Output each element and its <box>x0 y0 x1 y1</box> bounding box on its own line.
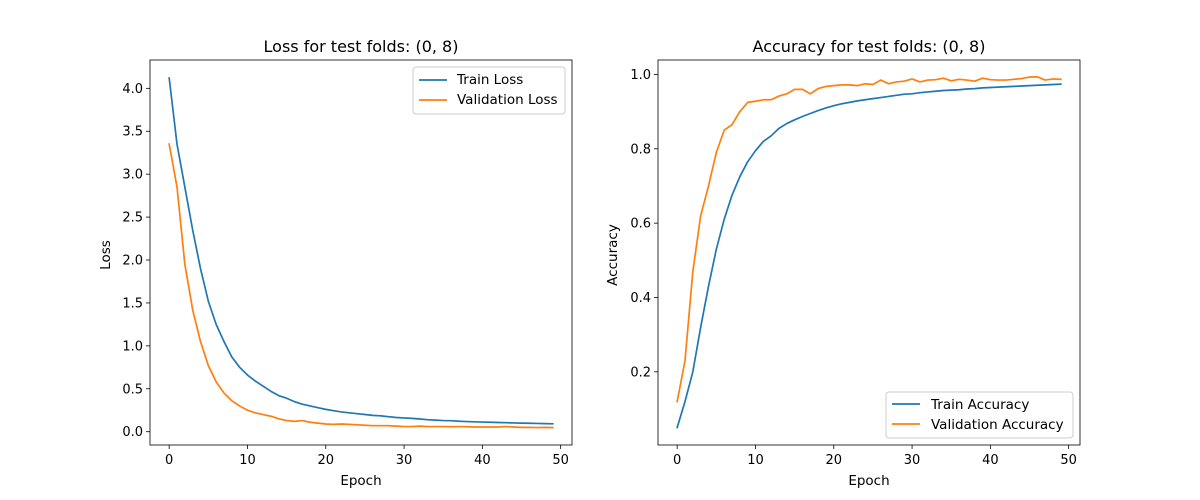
accuracy-x-tick-label: 0 <box>673 453 681 468</box>
accuracy-y-tick-label: 0.2 <box>630 365 651 380</box>
loss-y-tick-label: 0.5 <box>122 382 143 397</box>
loss-x-axis-label: Epoch <box>340 473 381 489</box>
loss-x-tick-label: 50 <box>552 453 569 468</box>
loss-x-tick-label: 10 <box>239 453 256 468</box>
accuracy-y-tick-label: 0.4 <box>630 291 651 306</box>
accuracy-legend: Train Accuracy Validation Accuracy <box>885 391 1074 439</box>
series-line-train-accuracy <box>676 83 1062 429</box>
loss-y-tick-label: 1.5 <box>122 296 143 311</box>
accuracy-legend-box <box>885 391 1074 439</box>
loss-x-tick-label: 20 <box>317 453 334 468</box>
accuracy-y-tick-label: 0.8 <box>630 142 651 157</box>
loss-legend: Train Loss Validation Loss <box>412 66 566 115</box>
loss-y-axis-label: Loss <box>98 240 114 270</box>
legend-label-train-loss: Train Loss <box>456 72 523 88</box>
loss-x-tick-label: 40 <box>474 453 491 468</box>
legend-label-validation-accuracy: Validation Accuracy <box>931 417 1064 433</box>
accuracy-x-tick-label: 30 <box>904 453 921 468</box>
accuracy-x-axis-label: Epoch <box>848 473 889 489</box>
loss-chart-title: Loss for test folds: (0, 8) <box>264 37 459 56</box>
loss-legend-box <box>412 66 566 115</box>
series-line-validation-accuracy <box>676 75 1062 403</box>
loss-x-tick-label: 0 <box>165 453 173 468</box>
accuracy-x-tick-label: 10 <box>747 453 764 468</box>
accuracy-chart: Accuracy for test folds: (0, 8) Epoch Ac… <box>605 37 1081 489</box>
loss-axes-frame <box>149 59 573 446</box>
loss-plot-area <box>168 77 554 429</box>
series-line-train-loss <box>168 77 554 425</box>
loss-y-tick-label: 2.0 <box>122 254 143 269</box>
accuracy-axes-frame <box>657 59 1081 446</box>
loss-y-tick-label: 0.0 <box>122 425 143 440</box>
accuracy-chart-title: Accuracy for test folds: (0, 8) <box>753 37 986 56</box>
series-line-validation-loss <box>168 143 554 429</box>
accuracy-y-tick-label: 1.0 <box>630 68 651 83</box>
accuracy-y-tick-label: 0.6 <box>630 217 651 232</box>
loss-chart: Loss for test folds: (0, 8) Epoch Loss T… <box>98 37 573 489</box>
loss-y-tick-label: 2.5 <box>122 211 143 226</box>
loss-y-tick-label: 4.0 <box>122 82 143 97</box>
loss-y-tick-label: 3.0 <box>122 168 143 183</box>
loss-y-tick-label: 3.5 <box>122 125 143 140</box>
legend-label-validation-loss: Validation Loss <box>457 92 558 108</box>
accuracy-x-tick-label: 20 <box>825 453 842 468</box>
loss-x-tick-label: 30 <box>396 453 413 468</box>
accuracy-plot-area <box>676 75 1062 429</box>
accuracy-y-axis-label: Accuracy <box>605 224 621 286</box>
legend-label-train-accuracy: Train Accuracy <box>930 397 1029 413</box>
accuracy-x-tick-label: 40 <box>982 453 999 468</box>
loss-y-tick-label: 1.0 <box>122 339 143 354</box>
accuracy-x-tick-label: 50 <box>1060 453 1077 468</box>
